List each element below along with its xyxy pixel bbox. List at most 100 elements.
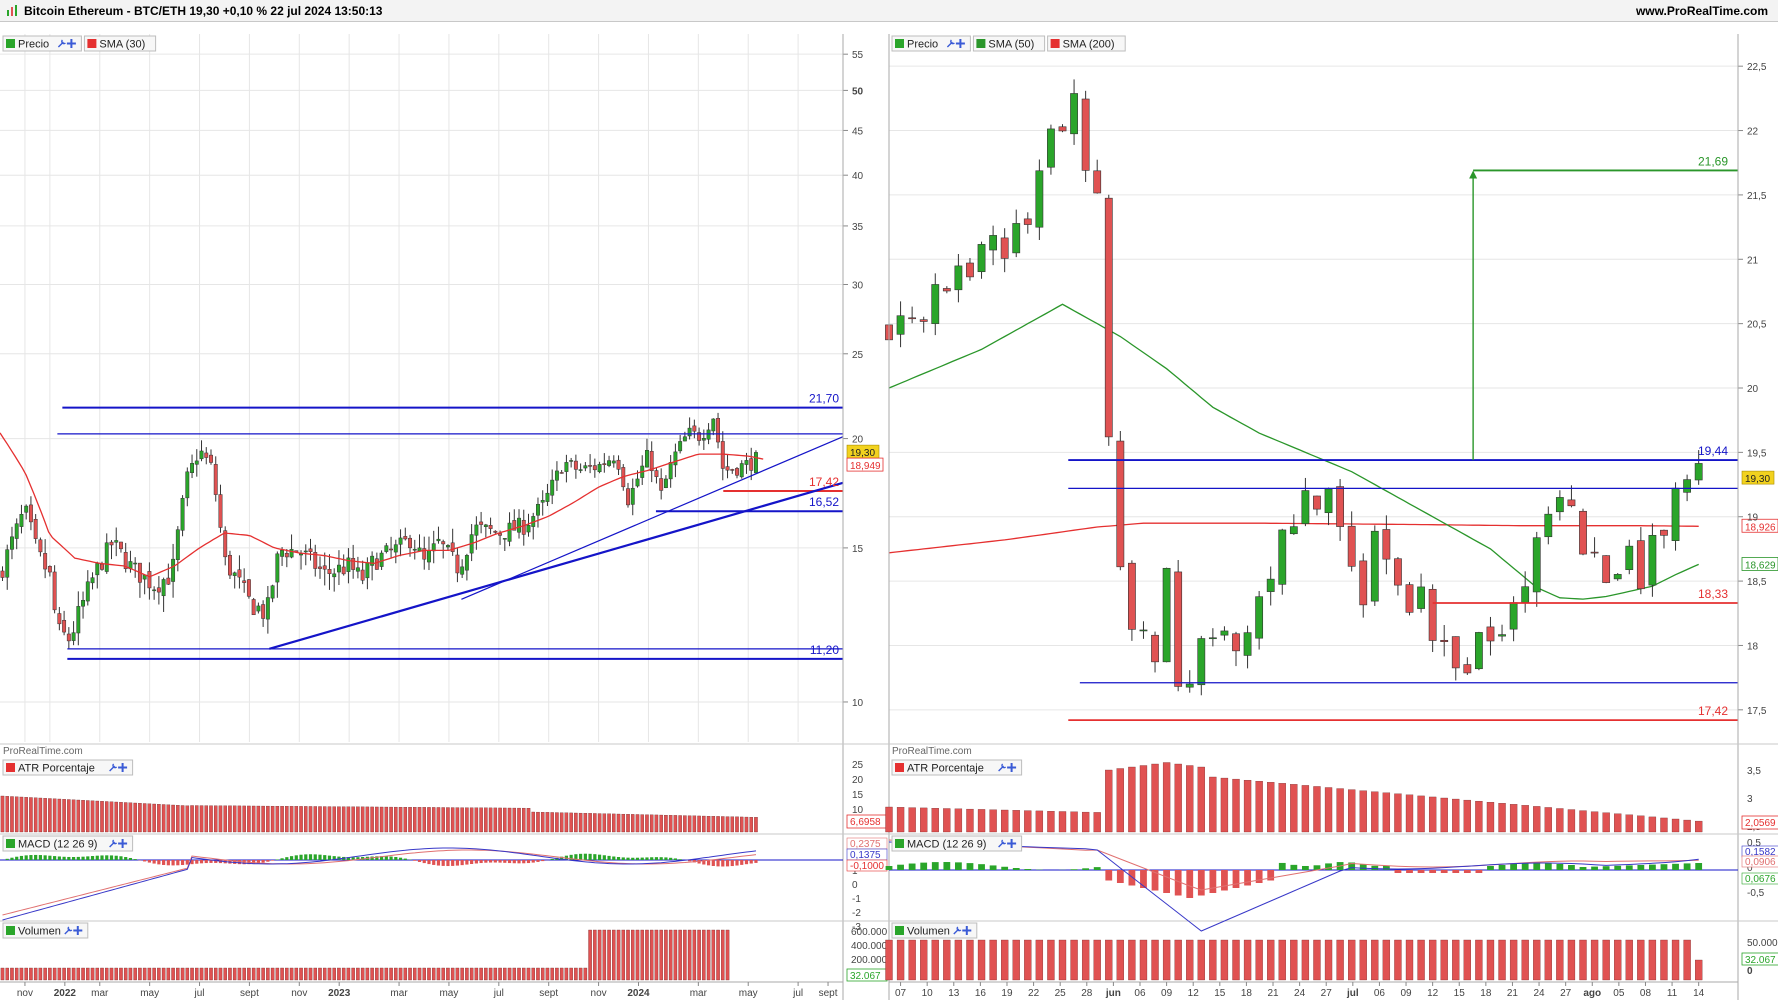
macd-bar [621,857,625,860]
left-volume-bar [640,929,644,981]
legend-label: ATR Porcentaje [907,763,984,775]
right-volume-bar [1521,939,1529,981]
right-atr-bar [1267,782,1275,833]
candle-body [455,554,460,574]
site-link[interactable]: www.ProRealTime.com [1635,4,1768,18]
macd-bar [1660,864,1668,870]
right-atr-bar [1290,784,1298,833]
left-volume-bar [593,929,597,981]
macd-bar [24,855,28,860]
atr-tag [1741,815,1778,830]
x-tick-label: 27 [1321,988,1333,999]
candle-body [322,565,327,570]
right-atr-bar [1498,803,1506,833]
plus-icon [1007,839,1017,848]
left-volume-bar [5,967,9,981]
y-tick-label: 3,5 [1747,766,1761,777]
macd-bar [612,856,616,860]
macd-bar [143,860,147,862]
left-volume-bar [119,967,123,981]
candle-body [275,553,280,583]
candle-body [716,418,720,443]
left-volume-bar [90,967,95,981]
left-volume-bar [228,967,232,981]
legend-item-box [891,922,978,939]
legend-label: Volumen [18,926,61,938]
left-macd-hist [5,853,758,867]
left-atr-bar [673,815,678,833]
sma-tag [846,457,884,472]
left-atr-bar [308,806,313,833]
x-tick-label: jul [1346,988,1359,999]
right-atr-bar [1324,787,1333,833]
candle-body [62,619,67,633]
candle-body [1151,634,1159,663]
candle-body [564,462,569,472]
left-atr-bar [635,814,640,833]
candle-body [1104,197,1113,438]
right-atr-bar [896,807,905,833]
plus-icon [955,39,965,48]
left-volume-bar [341,967,346,981]
macd-tag [846,859,888,872]
candle-body [43,553,48,570]
macd-bar [645,857,649,860]
x-tick-label: mar [690,988,708,999]
left-volume-bar [607,929,611,981]
macd-bar [1221,870,1228,891]
macd-bar [95,855,99,860]
y-tick-label: 0,5 [1747,838,1761,849]
right-volume-bar [1556,939,1564,981]
legend-item-box [2,835,134,852]
right-volume-bar [1232,939,1240,981]
candle-body [573,460,578,470]
left-volume-bar [152,967,156,981]
x-tick-label: 12 [1427,988,1439,999]
x-tick-label: 16 [975,988,987,999]
left-volume-bar [683,929,687,981]
legend-label: Volumen [907,926,950,938]
y-tick-label: 15 [852,544,864,555]
atr-tag-label: 6,6958 [850,817,881,828]
macd-bar [323,855,327,860]
left-volume-bar [67,967,71,981]
candle-body [697,432,702,441]
left-volume-bar [626,929,630,981]
left-atr-bar [5,796,9,833]
left-atr-bar [574,812,578,833]
legend-swatch [6,839,15,848]
right-volume-bar [931,939,939,981]
x-tick-label: 08 [1640,988,1652,999]
macd-bar [669,857,673,860]
x-tick-label: sept [240,988,259,999]
macd-bar [1174,870,1182,896]
macd-bar [1278,862,1286,870]
right-atr-bar [931,808,939,833]
left-atr-bar [289,806,294,833]
candle-body [90,577,95,584]
candle-body [1347,525,1356,567]
left-volume-bar [578,967,583,981]
candle-body [284,552,289,558]
left-atr-bar [739,816,744,833]
right-volume-bar [1579,939,1587,981]
macd-bar [1429,870,1437,873]
candle-body [540,500,545,503]
left-volume-bar [540,967,545,981]
macd-bar [427,860,431,865]
right-volume-bar [1267,939,1275,981]
right-volume-bar [1637,939,1645,981]
left-atr-bar [536,811,540,833]
right-atr-bar [1637,815,1645,833]
left-atr-bar [559,812,564,833]
left-volume-bar [697,929,701,981]
macd-bar [460,860,464,866]
plus-icon [66,39,76,48]
macd-bar [133,859,137,860]
right-volume-bar [1348,939,1356,981]
right-atr-bar [989,809,997,833]
macd-bar [256,860,260,864]
candle-body [1648,535,1657,586]
macd-bar [90,856,95,860]
